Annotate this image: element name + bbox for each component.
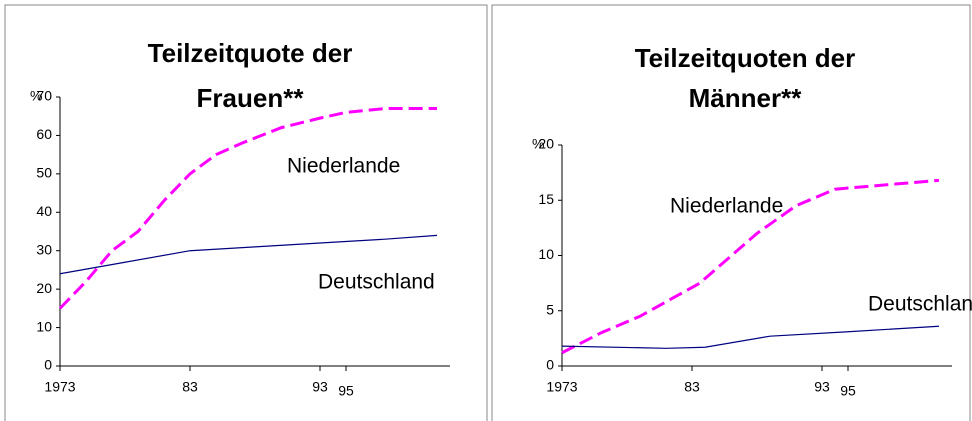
y-tick-label: 50: [36, 165, 52, 181]
panel: [4, 4, 488, 421]
y-tick-label: 10: [538, 246, 554, 262]
line: [561, 178, 940, 355]
x-tick-label: 95: [338, 383, 354, 399]
panel: [491, 4, 971, 421]
x-tick-label: 1973: [546, 379, 577, 395]
y-tick-label: 30: [36, 241, 52, 257]
series-label: Deutschland: [868, 293, 972, 316]
series-label: Niederlande: [287, 155, 400, 178]
y-tick-label: 10: [36, 318, 52, 334]
y-tick-label: 0: [546, 357, 554, 373]
y-tick-label: 5: [546, 301, 554, 317]
chart-title: Frauen**: [197, 83, 305, 113]
y-tick-label: 15: [538, 191, 554, 207]
x-tick-label: 83: [684, 379, 700, 395]
x-tick-label: 1973: [44, 379, 75, 395]
chart-title: Männer**: [689, 83, 803, 113]
y-tick-label: 20: [538, 136, 554, 152]
y-tick-label: 60: [36, 126, 52, 142]
line: [561, 325, 940, 349]
y-tick-label: 70: [36, 88, 52, 104]
x-tick-label: 93: [814, 379, 830, 395]
line: [58, 107, 437, 310]
line: [59, 234, 438, 275]
x-tick-label: 95: [840, 383, 856, 399]
y-tick-label: 40: [36, 203, 52, 219]
chart-title: Teilzeitquote der: [148, 38, 353, 68]
x-tick-label: 93: [312, 379, 328, 395]
chart-title: Teilzeitquoten der: [635, 43, 856, 73]
y-tick-label: 20: [36, 280, 52, 296]
y-tick-label: 0: [44, 357, 52, 373]
x-tick-label: 83: [182, 379, 198, 395]
series-label: Deutschland: [318, 271, 435, 294]
series-label: Niederlande: [670, 195, 783, 218]
y-axis-label: %: [30, 88, 42, 104]
y-axis-label: %: [532, 136, 544, 152]
